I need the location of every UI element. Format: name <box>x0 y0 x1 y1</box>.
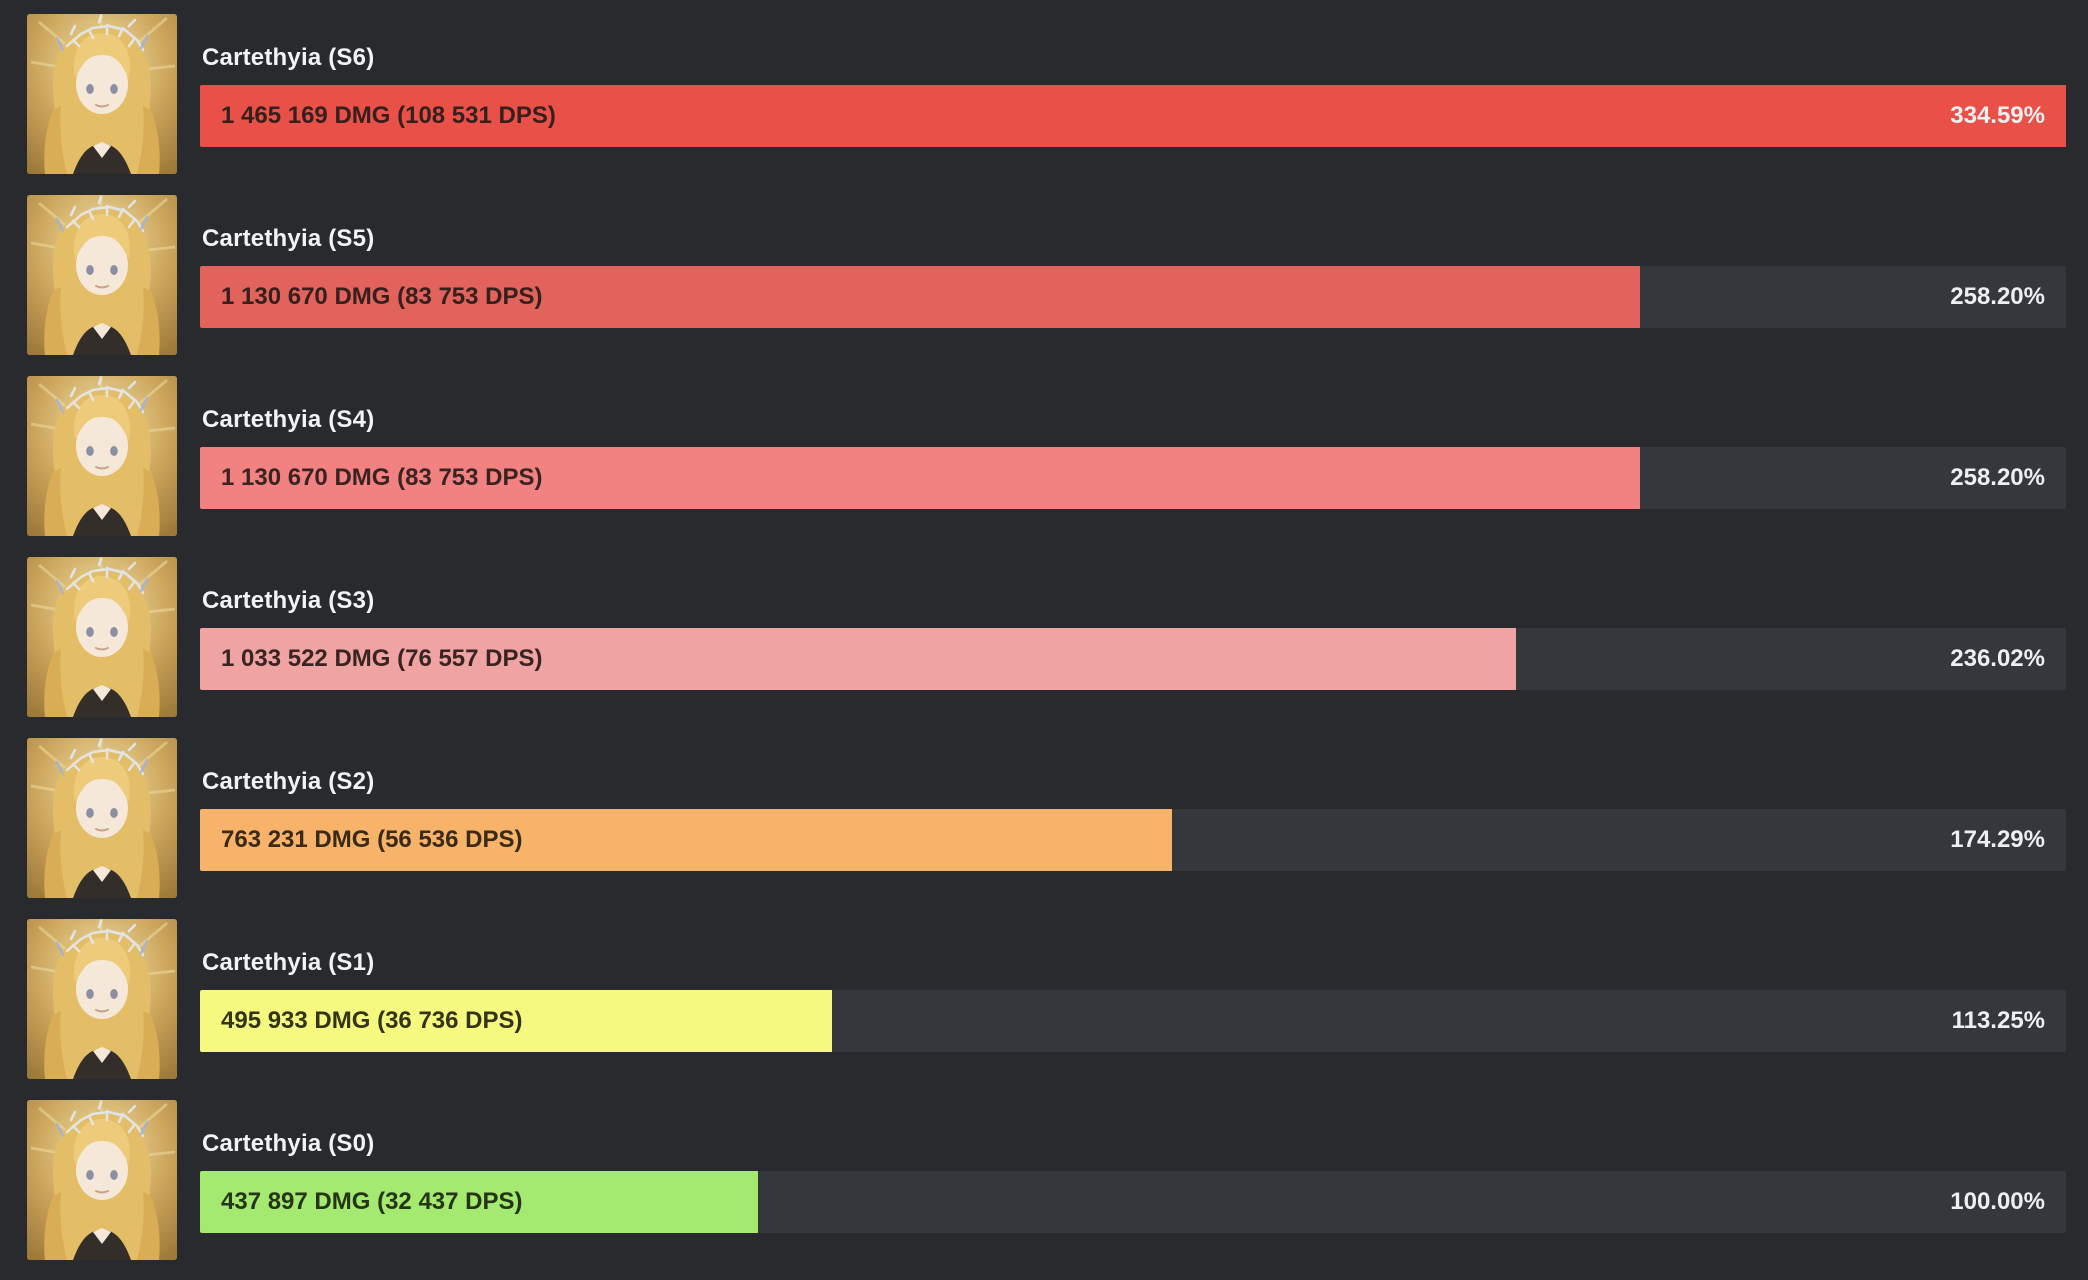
chart-row: Cartethyia (S1) 495 933 DMG (36 736 DPS)… <box>27 919 2066 1079</box>
chart-row: Cartethyia (S4) 1 130 670 DMG (83 753 DP… <box>27 376 2066 536</box>
chart-row: Cartethyia (S0) 437 897 DMG (32 437 DPS)… <box>27 1100 2066 1260</box>
chart-row: Cartethyia (S3) 1 033 522 DMG (76 557 DP… <box>27 557 2066 717</box>
row-content: Cartethyia (S0) 437 897 DMG (32 437 DPS)… <box>200 1128 2066 1233</box>
character-avatar[interactable] <box>27 1100 177 1260</box>
row-content: Cartethyia (S3) 1 033 522 DMG (76 557 DP… <box>200 585 2066 690</box>
row-content: Cartethyia (S6) 1 465 169 DMG (108 531 D… <box>200 42 2066 147</box>
chart-row: Cartethyia (S2) 763 231 DMG (56 536 DPS)… <box>27 738 2066 898</box>
character-portrait-icon <box>27 14 177 174</box>
character-portrait-icon <box>27 919 177 1079</box>
bar-fill: 495 933 DMG (36 736 DPS) <box>200 989 832 1052</box>
chart-row: Cartethyia (S5) 1 130 670 DMG (83 753 DP… <box>27 195 2066 355</box>
bar-fill: 437 897 DMG (32 437 DPS) <box>200 1170 758 1233</box>
character-portrait-icon <box>27 738 177 898</box>
percent-value: 258.20% <box>1950 463 2045 491</box>
bar-fill: 1 130 670 DMG (83 753 DPS) <box>200 446 1640 509</box>
character-avatar[interactable] <box>27 195 177 355</box>
percent-value: 334.59% <box>1950 101 2045 129</box>
character-name: Cartethyia (S4) <box>202 405 375 433</box>
character-name: Cartethyia (S2) <box>202 767 375 795</box>
row-content: Cartethyia (S2) 763 231 DMG (56 536 DPS)… <box>200 766 2066 871</box>
character-portrait-icon <box>27 1100 177 1260</box>
row-content: Cartethyia (S4) 1 130 670 DMG (83 753 DP… <box>200 404 2066 509</box>
bar-fill: 1 130 670 DMG (83 753 DPS) <box>200 265 1640 328</box>
bar-fill: 763 231 DMG (56 536 DPS) <box>200 808 1172 871</box>
bar-fill: 1 465 169 DMG (108 531 DPS) <box>200 84 2066 147</box>
character-avatar[interactable] <box>27 919 177 1079</box>
bar-track: 1 033 522 DMG (76 557 DPS) 236.02% <box>200 627 2066 690</box>
character-name: Cartethyia (S5) <box>202 224 375 252</box>
character-portrait-icon <box>27 195 177 355</box>
character-avatar[interactable] <box>27 738 177 898</box>
percent-value: 258.20% <box>1950 282 2045 310</box>
percent-value: 174.29% <box>1950 825 2045 853</box>
bar-fill: 1 033 522 DMG (76 557 DPS) <box>200 627 1517 690</box>
percent-value: 100.00% <box>1950 1187 2045 1215</box>
bar-track: 1 130 670 DMG (83 753 DPS) 258.20% <box>200 446 2066 509</box>
chart-row: Cartethyia (S6) 1 465 169 DMG (108 531 D… <box>27 14 2066 174</box>
character-avatar[interactable] <box>27 376 177 536</box>
bar-track: 1 130 670 DMG (83 753 DPS) 258.20% <box>200 265 2066 328</box>
dps-comparison-chart: Cartethyia (S6) 1 465 169 DMG (108 531 D… <box>27 14 2066 1260</box>
character-avatar[interactable] <box>27 557 177 717</box>
character-portrait-icon <box>27 557 177 717</box>
character-avatar[interactable] <box>27 14 177 174</box>
row-content: Cartethyia (S1) 495 933 DMG (36 736 DPS)… <box>200 947 2066 1052</box>
character-name: Cartethyia (S3) <box>202 586 375 614</box>
percent-value: 236.02% <box>1950 644 2045 672</box>
bar-track: 1 465 169 DMG (108 531 DPS) 334.59% <box>200 84 2066 147</box>
bar-track: 495 933 DMG (36 736 DPS) 113.25% <box>200 989 2066 1052</box>
character-name: Cartethyia (S1) <box>202 948 375 976</box>
bar-track: 763 231 DMG (56 536 DPS) 174.29% <box>200 808 2066 871</box>
bar-track: 437 897 DMG (32 437 DPS) 100.00% <box>200 1170 2066 1233</box>
percent-value: 113.25% <box>1951 1006 2045 1034</box>
row-content: Cartethyia (S5) 1 130 670 DMG (83 753 DP… <box>200 223 2066 328</box>
character-portrait-icon <box>27 376 177 536</box>
character-name: Cartethyia (S6) <box>202 43 375 71</box>
character-name: Cartethyia (S0) <box>202 1129 375 1157</box>
